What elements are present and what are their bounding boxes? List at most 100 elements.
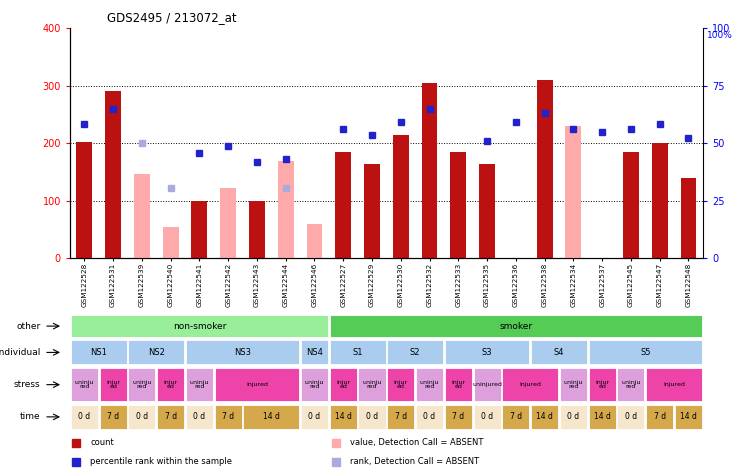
Text: NS4: NS4 xyxy=(306,348,323,357)
Bar xyxy=(330,405,357,429)
Text: 7 d: 7 d xyxy=(222,412,234,421)
Bar xyxy=(249,201,265,258)
Text: 7 d: 7 d xyxy=(394,412,407,421)
Bar xyxy=(244,405,300,429)
Bar xyxy=(675,405,702,429)
Bar xyxy=(393,135,408,258)
Text: time: time xyxy=(20,412,40,421)
Bar xyxy=(336,152,351,258)
Bar xyxy=(531,340,587,365)
Bar xyxy=(560,405,587,429)
Text: injur
ed: injur ed xyxy=(163,380,177,390)
Bar xyxy=(99,405,127,429)
Text: uninju
red: uninju red xyxy=(362,380,382,390)
Bar xyxy=(128,368,155,401)
Text: NS2: NS2 xyxy=(148,348,165,357)
Text: S2: S2 xyxy=(410,348,420,357)
Bar xyxy=(191,201,208,258)
Text: 14 d: 14 d xyxy=(594,412,611,421)
Bar xyxy=(128,340,184,365)
Bar xyxy=(623,152,639,258)
Text: non-smoker: non-smoker xyxy=(173,322,226,330)
Bar xyxy=(473,368,500,401)
Text: 7 d: 7 d xyxy=(452,412,464,421)
Bar xyxy=(215,368,300,401)
Bar xyxy=(301,405,328,429)
Bar xyxy=(186,405,213,429)
Bar xyxy=(589,405,616,429)
Text: injur
ed: injur ed xyxy=(394,380,408,390)
Text: 0 d: 0 d xyxy=(366,412,378,421)
Text: NS1: NS1 xyxy=(91,348,107,357)
Bar xyxy=(358,405,386,429)
Bar xyxy=(128,405,155,429)
Text: S3: S3 xyxy=(482,348,492,357)
Bar xyxy=(445,340,529,365)
Bar xyxy=(163,227,179,258)
Text: 0 d: 0 d xyxy=(308,412,321,421)
Bar xyxy=(503,368,558,401)
Bar xyxy=(277,161,294,258)
Bar xyxy=(157,405,184,429)
Text: injured: injured xyxy=(246,382,268,387)
Text: 14 d: 14 d xyxy=(537,412,553,421)
Bar xyxy=(364,164,380,258)
Text: injur
ed: injur ed xyxy=(451,380,465,390)
Bar xyxy=(589,340,702,365)
Text: uninjured: uninjured xyxy=(473,382,502,387)
Text: 7 d: 7 d xyxy=(510,412,522,421)
Bar xyxy=(307,224,322,258)
Text: NS3: NS3 xyxy=(234,348,251,357)
Bar xyxy=(387,405,414,429)
Text: uninju
red: uninju red xyxy=(190,380,209,390)
Text: value, Detection Call = ABSENT: value, Detection Call = ABSENT xyxy=(350,438,483,447)
Text: 0 d: 0 d xyxy=(567,412,579,421)
Text: 14 d: 14 d xyxy=(263,412,280,421)
Text: smoker: smoker xyxy=(499,322,532,330)
Bar xyxy=(646,405,673,429)
Text: injur
ed: injur ed xyxy=(106,380,120,390)
Text: uninju
red: uninju red xyxy=(621,380,641,390)
Text: S4: S4 xyxy=(553,348,565,357)
Text: 100%: 100% xyxy=(707,31,732,40)
Text: individual: individual xyxy=(0,348,40,357)
Text: uninju
red: uninju red xyxy=(132,380,152,390)
Bar xyxy=(422,83,437,258)
Text: 0 d: 0 d xyxy=(135,412,148,421)
Text: S5: S5 xyxy=(640,348,651,357)
Bar xyxy=(503,405,529,429)
Bar xyxy=(99,368,127,401)
Text: count: count xyxy=(91,438,114,447)
Text: 0 d: 0 d xyxy=(423,412,436,421)
Text: 0 d: 0 d xyxy=(625,412,637,421)
Text: injured: injured xyxy=(663,382,685,387)
Text: injur
ed: injur ed xyxy=(595,380,609,390)
Bar xyxy=(71,368,98,401)
Bar xyxy=(416,405,443,429)
Bar xyxy=(77,142,92,258)
Bar xyxy=(330,315,702,337)
Bar xyxy=(186,368,213,401)
Bar xyxy=(105,91,121,258)
Text: 0 d: 0 d xyxy=(194,412,205,421)
Bar xyxy=(71,315,328,337)
Bar xyxy=(479,164,495,258)
Bar xyxy=(473,405,500,429)
Bar xyxy=(565,126,581,258)
Text: uninju
red: uninju red xyxy=(564,380,583,390)
Bar xyxy=(416,368,443,401)
Bar xyxy=(445,368,472,401)
Text: 7 d: 7 d xyxy=(165,412,177,421)
Text: 0 d: 0 d xyxy=(78,412,91,421)
Bar xyxy=(681,178,696,258)
Text: GDS2495 / 213072_at: GDS2495 / 213072_at xyxy=(107,11,236,24)
Text: rank, Detection Call = ABSENT: rank, Detection Call = ABSENT xyxy=(350,457,479,466)
Text: injur
ed: injur ed xyxy=(336,380,350,390)
Bar xyxy=(301,368,328,401)
Bar xyxy=(560,368,587,401)
Bar xyxy=(450,152,466,258)
Bar xyxy=(157,368,184,401)
Bar xyxy=(618,368,645,401)
Bar xyxy=(652,143,668,258)
Bar xyxy=(71,340,127,365)
